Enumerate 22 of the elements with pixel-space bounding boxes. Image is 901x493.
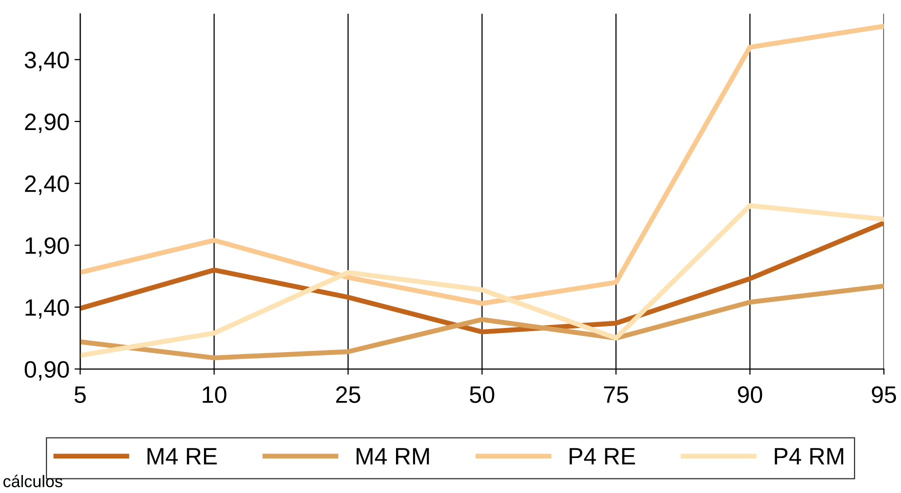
x-tick-label: 5 bbox=[74, 386, 86, 404]
y-tick-label: 1,40 bbox=[26, 299, 69, 319]
line-series bbox=[80, 203, 884, 358]
legend-label: P4 RM bbox=[774, 448, 844, 464]
x-tick-label: 25 bbox=[336, 386, 360, 404]
line-series bbox=[80, 220, 884, 334]
y-tick-label: 1,90 bbox=[26, 237, 69, 257]
y-tick-label: 3,40 bbox=[24, 52, 69, 72]
legend-label: M4 RM bbox=[356, 448, 429, 464]
line-series bbox=[80, 24, 884, 306]
x-tick-label: 95 bbox=[872, 386, 896, 404]
text: cálculos bbox=[3, 474, 62, 488]
y-tick-label: 2,90 bbox=[25, 114, 69, 134]
x-tick-label: 10 bbox=[202, 386, 226, 404]
legend-label: M4 RE bbox=[148, 448, 217, 464]
x-tick-label: 90 bbox=[738, 386, 762, 404]
line-series bbox=[80, 284, 884, 360]
x-tick-label: 75 bbox=[604, 386, 628, 404]
y-tick-label: 0,90 bbox=[24, 361, 69, 381]
y-tick-label: 2,40 bbox=[25, 175, 69, 195]
x-tick-label: 50 bbox=[470, 386, 494, 404]
legend-label: P4 RE bbox=[570, 448, 635, 464]
